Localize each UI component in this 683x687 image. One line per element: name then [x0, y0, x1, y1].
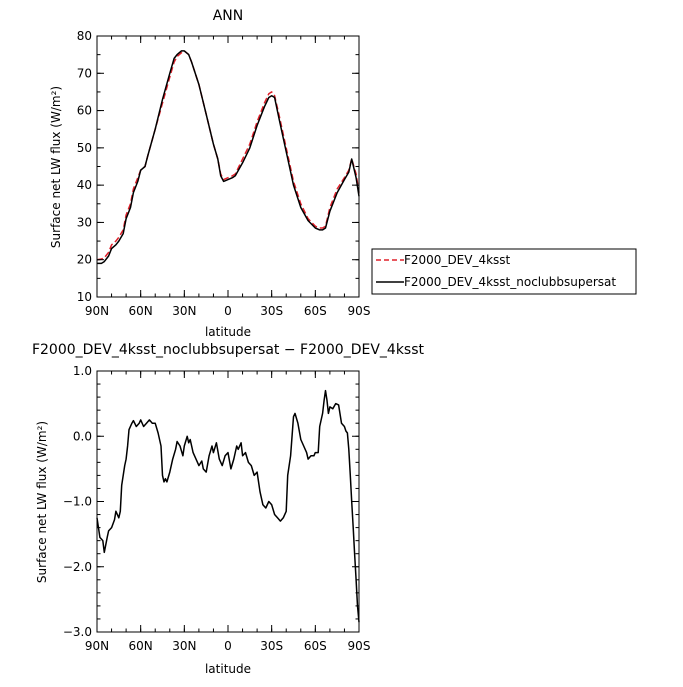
- top-chart-xlabel: latitude: [205, 325, 251, 339]
- bottom-chart-xlabel: latitude: [205, 662, 251, 676]
- bottom-chart: F2000_DEV_4ksst_noclubbsupersat − F2000_…: [32, 342, 425, 676]
- bottom-x-tick-label: 60S: [304, 639, 327, 653]
- top-y-tick-label: 80: [77, 29, 92, 43]
- bottom-chart-title: F2000_DEV_4ksst_noclubbsupersat − F2000_…: [32, 342, 425, 358]
- bottom-y-tick-label: −2.0: [63, 560, 92, 574]
- bottom-y-tick-label: −3.0: [63, 625, 92, 639]
- top-x-tick-label: 60S: [304, 304, 327, 318]
- bottom-chart-ylabel: Surface net LW flux (W/m²): [35, 421, 49, 583]
- legend-label-0: F2000_DEV_4ksst: [404, 253, 511, 267]
- top-y-tick-label: 20: [77, 253, 92, 267]
- bottom-x-tick-label: 30N: [172, 639, 196, 653]
- bottom-x-tick-label: 0: [224, 639, 232, 653]
- top-y-tick-label: 60: [77, 104, 92, 118]
- top-y-tick-label: 50: [77, 141, 92, 155]
- top-chart-ylabel: Surface net LW flux (W/m²): [49, 86, 63, 248]
- top-y-tick-label: 40: [77, 178, 92, 192]
- top-x-tick-label: 0: [224, 304, 232, 318]
- bottom-x-tick-label: 90N: [85, 639, 109, 653]
- top-x-tick-label: 30N: [172, 304, 196, 318]
- top-x-tick-label: 90N: [85, 304, 109, 318]
- top-y-tick-label: 70: [77, 66, 92, 80]
- bottom-y-tick-label: 1.0: [73, 364, 92, 378]
- bottom-x-tick-label: 30S: [260, 639, 283, 653]
- top-chart: ANN latitude Surface net LW flux (W/m²) …: [49, 8, 370, 339]
- top-plot-frame: [96, 35, 360, 298]
- top-x-tick-label: 90S: [348, 304, 371, 318]
- top-y-tick-label: 30: [77, 215, 92, 229]
- legend-label-1: F2000_DEV_4ksst_noclubbsupersat: [404, 275, 616, 289]
- legend: F2000_DEV_4ksst F2000_DEV_4ksst_noclubbs…: [371, 248, 637, 295]
- bottom-series-line-0: [96, 389, 360, 623]
- bottom-y-tick-label: 0.0: [73, 429, 92, 443]
- top-x-tick-label: 60N: [129, 304, 153, 318]
- top-series-line-1: [97, 50, 360, 265]
- top-chart-title: ANN: [213, 8, 244, 24]
- bottom-x-tick-label: 90S: [348, 639, 371, 653]
- top-x-tick-label: 30S: [260, 304, 283, 318]
- legend-box: [371, 248, 637, 295]
- bottom-plot-frame: [96, 370, 360, 633]
- top-y-tick-label: 10: [77, 290, 92, 304]
- bottom-x-tick-label: 60N: [129, 639, 153, 653]
- top-series-line-0: [96, 50, 360, 261]
- bottom-y-tick-label: −1.0: [63, 495, 92, 509]
